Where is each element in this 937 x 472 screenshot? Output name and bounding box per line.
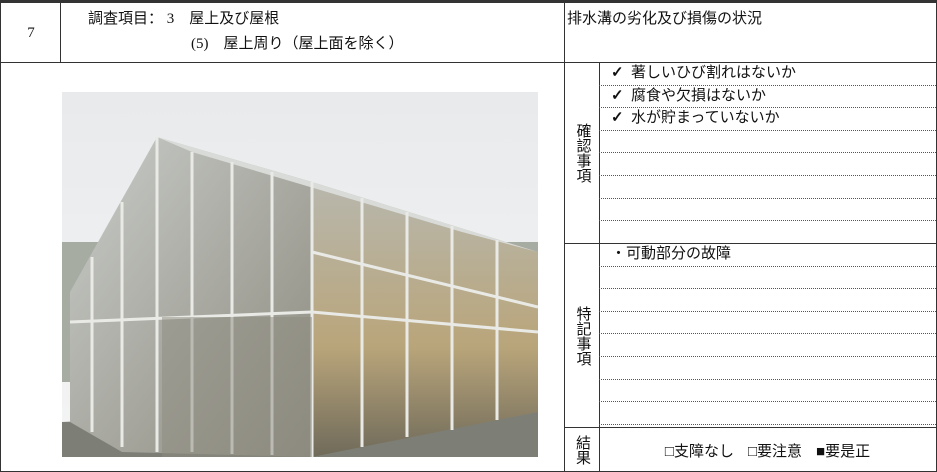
note-row: [599, 357, 936, 380]
note-row: [599, 402, 936, 425]
note-row: [599, 334, 936, 357]
photo: [62, 92, 538, 457]
check-row: [599, 131, 936, 154]
result-option: □要注意: [747, 444, 803, 460]
photo-cell: [0, 62, 565, 472]
section-label-text: 結果: [574, 434, 590, 465]
check-row: [599, 199, 936, 222]
note-row: [599, 267, 936, 290]
result-section: 結果 □支障なし □要注意 ■要是正: [564, 427, 937, 472]
check-item: 水が貯まっていないか: [631, 110, 780, 127]
check-section: 確認事項 ✓ 著しいひび割れはないか ✓ 腐食や欠損はないか ✓ 水が貯まっていないか: [564, 62, 937, 244]
number-cell: 7: [0, 0, 61, 63]
item-line: 調査項目： 3 屋上及び屋根: [88, 11, 280, 27]
check-row: [599, 176, 936, 199]
section-label: 結果: [565, 428, 600, 471]
check-item: 腐食や欠損はないか: [631, 87, 767, 104]
result-option: ■要是正: [816, 444, 871, 460]
check-row: ✓ 著しいひび割れはないか: [599, 63, 936, 86]
section-label: 特記事項: [565, 244, 600, 427]
subject: 排水溝の劣化及び損傷の状況: [567, 11, 763, 27]
note-row: [599, 380, 936, 403]
check-row: ✓ 水が貯まっていないか: [599, 108, 936, 131]
subject-cell: 排水溝の劣化及び損傷の状況: [564, 0, 937, 63]
check-row: [599, 153, 936, 176]
check-mark: ✓: [611, 110, 624, 127]
section-label-text: 特記事項: [574, 305, 591, 366]
note-row: [599, 312, 936, 335]
note-item: ・可動部分の故障: [611, 246, 732, 262]
note-rows: ・可動部分の故障: [599, 244, 936, 425]
note-row: ・可動部分の故障: [599, 244, 936, 267]
result-option: □支障なし: [664, 444, 734, 460]
check-item: 著しいひび割れはないか: [631, 65, 797, 81]
section-label-text: 確認事項: [574, 123, 591, 183]
check-rows: ✓ 著しいひび割れはないか ✓ 腐食や欠損はないか ✓ 水が貯まっていないか: [599, 63, 936, 244]
check-mark: ✓: [611, 65, 624, 81]
check-row: ✓ 腐食や欠損はないか: [599, 86, 936, 109]
check-row: [599, 221, 936, 244]
section-label: 確認事項: [565, 63, 600, 243]
result-options: □支障なし □要注意 ■要是正: [599, 440, 936, 461]
item-number: 7: [27, 25, 35, 41]
notes-section: 特記事項 ・可動部分の故障: [564, 243, 937, 428]
item-line: (5) 屋上周り（屋上面を除く）: [191, 36, 404, 52]
check-mark: ✓: [611, 87, 624, 104]
item-cell: 調査項目： 3 屋上及び屋根 (5) 屋上周り（屋上面を除く）: [60, 0, 565, 63]
note-row: [599, 289, 936, 312]
